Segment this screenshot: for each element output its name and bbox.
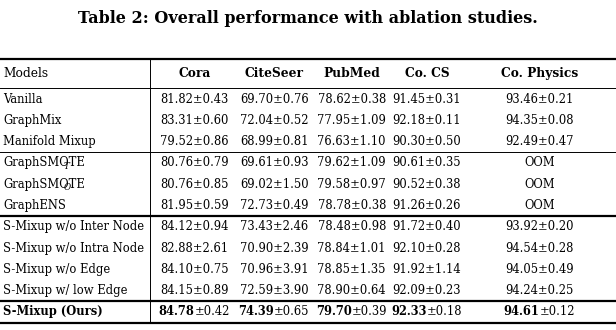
Text: 81.95±0.59: 81.95±0.59 (160, 199, 229, 212)
Text: 84.15±0.89: 84.15±0.89 (160, 284, 229, 297)
Text: 69.02±1.50: 69.02±1.50 (240, 178, 309, 191)
Text: GraphSMOTE: GraphSMOTE (3, 156, 85, 169)
Text: GraphMix: GraphMix (3, 114, 62, 127)
Text: 79.70: 79.70 (316, 306, 352, 318)
Text: 94.24±0.25: 94.24±0.25 (506, 284, 573, 297)
Text: 84.12±0.94: 84.12±0.94 (161, 220, 229, 233)
Text: 83.31±0.60: 83.31±0.60 (161, 114, 229, 127)
Text: 72.73±0.49: 72.73±0.49 (240, 199, 309, 212)
Text: 80.76±0.85: 80.76±0.85 (160, 178, 229, 191)
Text: 72.04±0.52: 72.04±0.52 (240, 114, 309, 127)
Text: S-Mixup w/o Edge: S-Mixup w/o Edge (3, 263, 110, 276)
Text: ±0.65: ±0.65 (274, 306, 310, 318)
Text: Table 2: Overall performance with ablation studies.: Table 2: Overall performance with ablati… (78, 10, 538, 27)
Text: S-Mixup w/o Inter Node: S-Mixup w/o Inter Node (3, 220, 144, 233)
Text: 91.92±1.14: 91.92±1.14 (392, 263, 461, 276)
Text: 79.52±0.86: 79.52±0.86 (160, 135, 229, 148)
Text: OOM: OOM (524, 199, 555, 212)
Text: 70.90±2.39: 70.90±2.39 (240, 242, 309, 254)
Text: 92.10±0.28: 92.10±0.28 (392, 242, 461, 254)
Text: 78.78±0.38: 78.78±0.38 (318, 199, 386, 212)
Text: 68.99±0.81: 68.99±0.81 (240, 135, 309, 148)
Text: 76.63±1.10: 76.63±1.10 (317, 135, 386, 148)
Text: 92.33: 92.33 (391, 306, 427, 318)
Text: GraphENS: GraphENS (3, 199, 66, 212)
Text: 70.96±3.91: 70.96±3.91 (240, 263, 309, 276)
Text: 78.85±1.35: 78.85±1.35 (317, 263, 386, 276)
Text: 79.62±1.09: 79.62±1.09 (317, 156, 386, 169)
Text: 91.26±0.26: 91.26±0.26 (393, 199, 461, 212)
Text: 91.72±0.40: 91.72±0.40 (392, 220, 461, 233)
Text: OOM: OOM (524, 156, 555, 169)
Text: 90.61±0.35: 90.61±0.35 (392, 156, 461, 169)
Text: S-Mixup w/o Intra Node: S-Mixup w/o Intra Node (3, 242, 144, 254)
Text: 74.39: 74.39 (238, 306, 274, 318)
Text: 91.45±0.31: 91.45±0.31 (392, 93, 461, 106)
Text: 90.52±0.38: 90.52±0.38 (392, 178, 461, 191)
Text: 93.46±0.21: 93.46±0.21 (506, 93, 573, 106)
Text: 92.09±0.23: 92.09±0.23 (392, 284, 461, 297)
Text: 79.58±0.97: 79.58±0.97 (317, 178, 386, 191)
Text: Manifold Mixup: Manifold Mixup (3, 135, 95, 148)
Text: OOM: OOM (524, 178, 555, 191)
Text: 94.35±0.08: 94.35±0.08 (505, 114, 574, 127)
Text: S-Mixup (Ours): S-Mixup (Ours) (3, 306, 103, 318)
Text: 80.76±0.79: 80.76±0.79 (160, 156, 229, 169)
Text: 92.49±0.47: 92.49±0.47 (505, 135, 574, 148)
Text: O: O (63, 183, 71, 192)
Text: 69.70±0.76: 69.70±0.76 (240, 93, 309, 106)
Text: 90.30±0.50: 90.30±0.50 (392, 135, 461, 148)
Text: 78.48±0.98: 78.48±0.98 (318, 220, 386, 233)
Text: Models: Models (3, 67, 48, 81)
Text: CiteSeer: CiteSeer (245, 67, 304, 81)
Text: S-Mixup w/ low Edge: S-Mixup w/ low Edge (3, 284, 128, 297)
Text: GraphSMOTE: GraphSMOTE (3, 178, 85, 191)
Text: 94.54±0.28: 94.54±0.28 (506, 242, 573, 254)
Text: Vanilla: Vanilla (3, 93, 43, 106)
Text: 78.84±1.01: 78.84±1.01 (317, 242, 386, 254)
Text: 73.43±2.46: 73.43±2.46 (240, 220, 308, 233)
Text: 93.92±0.20: 93.92±0.20 (505, 220, 574, 233)
Text: Cora: Cora (179, 67, 211, 81)
Text: 82.88±2.61: 82.88±2.61 (161, 242, 229, 254)
Text: 78.62±0.38: 78.62±0.38 (318, 93, 386, 106)
Text: ±0.18: ±0.18 (427, 306, 463, 318)
Text: ±0.42: ±0.42 (195, 306, 230, 318)
Text: 92.18±0.11: 92.18±0.11 (392, 114, 461, 127)
Text: 94.61: 94.61 (504, 306, 540, 318)
Text: Co. Physics: Co. Physics (501, 67, 578, 81)
Text: 77.95±1.09: 77.95±1.09 (317, 114, 386, 127)
Text: 72.59±3.90: 72.59±3.90 (240, 284, 309, 297)
Text: Co. CS: Co. CS (405, 67, 449, 81)
Text: T: T (63, 162, 70, 171)
Text: 84.78: 84.78 (159, 306, 195, 318)
Text: 84.10±0.75: 84.10±0.75 (160, 263, 229, 276)
Text: 81.82±0.43: 81.82±0.43 (161, 93, 229, 106)
Text: 94.05±0.49: 94.05±0.49 (505, 263, 574, 276)
Text: ±0.12: ±0.12 (540, 306, 575, 318)
Text: 69.61±0.93: 69.61±0.93 (240, 156, 309, 169)
Text: PubMed: PubMed (323, 67, 380, 81)
Text: ±0.39: ±0.39 (352, 306, 387, 318)
Text: 78.90±0.64: 78.90±0.64 (317, 284, 386, 297)
